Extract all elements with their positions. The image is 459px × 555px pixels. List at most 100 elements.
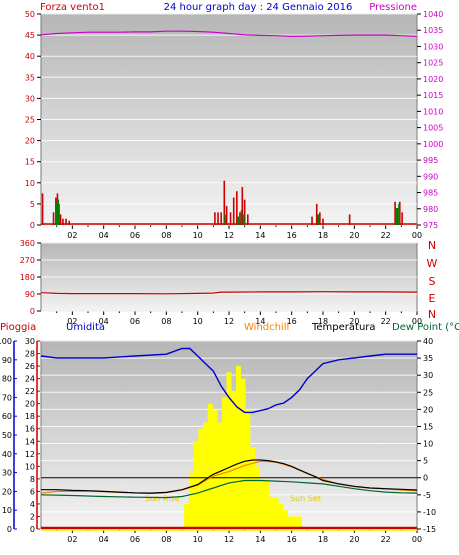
dir-letter-w: W [427,257,438,270]
pressure-line [40,30,418,38]
rain-y-tick-label: 8 [30,475,35,484]
pressure-y-tick-label: 1005 [423,124,443,133]
pressure-y-tick-label: 1000 [423,140,443,149]
sunshine-bar [268,497,274,529]
wind-bar [319,212,321,225]
sun-set-label: Sun Set [290,494,321,503]
wind-y-tick-label: 40 [25,52,35,61]
pressure-y-tick-label: 985 [423,189,438,198]
pressure-label: Pressione [369,2,417,13]
rain-y-tick-label: 16 [25,425,35,434]
pressure-y-tick-label: 1030 [423,42,443,51]
wind-bar [52,212,55,225]
temp-y-tick-label: 10 [423,440,433,449]
sunshine-bar [254,466,260,529]
x-tick-label-bot: 00 [412,535,422,544]
x-tick-label-top: 00 [412,231,422,240]
wind-bar [229,212,232,225]
x-tick-label-bot: 02 [67,535,77,544]
temp-y-tick-label: 40 [423,337,433,346]
gust-bar [237,216,240,225]
rain-y-tick-label: 2 [30,512,35,521]
sunshine-bar [245,409,251,529]
temp-y-tick-label: -5 [423,491,431,500]
gust-bar [224,214,226,225]
sunshine-bar [221,397,227,529]
wind-bar [241,187,244,225]
wind-bar [232,197,235,225]
graph-title: 24 hour graph day : 24 Gennaio 2016 [164,2,353,13]
dir-letter-s: S [429,275,436,288]
humidity-y-tick-label: 30 [2,469,12,478]
sunshine-bar [250,447,255,529]
dewpoint-line [40,479,418,499]
direction-y-tick-label: 0 [30,307,35,316]
humidity-y-tick-label: 40 [2,450,12,459]
pressure-y-tick-label: 1040 [423,10,443,19]
x-tick-label-bot: 16 [287,535,297,544]
x-tick-label-top: 16 [287,231,297,240]
x-tick-label-top: 14 [255,231,265,240]
wind-bar [247,214,249,225]
gust-bar [243,214,245,225]
gust-bar [57,199,60,225]
rain-y-tick-label: 20 [25,400,35,409]
gust-bar [395,208,398,225]
wind-y-tick-label: 45 [25,31,35,40]
wind-bar [220,212,222,225]
x-tick-label-mid: 04 [99,317,109,326]
sunshine-bar [240,378,246,529]
x-tick-label-bot: 20 [349,535,359,544]
pressure-y-tick-label: 1010 [423,107,443,116]
x-tick-label-mid: 12 [224,317,234,326]
temp-y-tick-label: -10 [423,508,436,517]
temp-y-tick-label: -15 [423,525,436,534]
wind-bar [65,218,67,225]
x-tick-label-mid: 14 [255,317,265,326]
sunshine-bar [278,503,284,529]
direction-y-tick-label: 270 [20,256,35,265]
humidity-y-tick-label: 10 [2,506,12,515]
rain-label: Pioggia [0,322,36,333]
humidity-line [40,347,417,414]
humidity-label: Umidita [66,322,105,333]
x-tick-label-top: 08 [161,231,171,240]
x-tick-label-bot: 14 [255,535,265,544]
windchill-label: Windchill [244,322,289,333]
temp-y-tick-label: 20 [423,405,433,414]
temp-y-tick-label: 25 [423,388,433,397]
sun-rise-label: Sun Rise [145,494,180,503]
x-tick-label-mid: 20 [349,317,359,326]
pressure-y-tick-label: 980 [423,205,438,214]
wind-y-tick-label: 0 [30,221,35,230]
x-tick-label-bot: 10 [193,535,203,544]
temp-y-tick-label: 0 [423,474,428,483]
sunshine-bar [287,516,293,529]
temperature-label: Temperatura [311,322,376,333]
wind-bar [223,180,226,225]
x-tick-label-mid: 06 [130,317,140,326]
sunshine-bar [264,478,270,529]
rain-y-tick-label: 6 [30,487,35,496]
gust-bar [398,203,400,225]
pressure-y-tick-label: 995 [423,156,438,165]
humidity-y-tick-label: 20 [2,487,12,496]
direction-y-tick-label: 90 [25,290,35,299]
sunshine-bar [273,497,279,529]
pressure-y-tick-label: 1020 [423,75,443,84]
wind-y-tick-label: 30 [25,94,35,103]
temperature-line [41,459,418,494]
sunshine-bar [297,516,302,529]
wind-bar [59,214,62,225]
wind-bar [217,212,219,225]
temp-y-tick-label: 30 [423,371,433,380]
wind-bar [401,212,403,225]
x-tick-label-mid: 02 [67,317,77,326]
rain-y-tick-label: 0 [30,525,35,534]
rain-y-tick-label: 4 [30,500,35,509]
wind-bar [62,218,64,225]
x-tick-label-top: 22 [381,231,391,240]
x-tick-label-bot: 08 [161,535,171,544]
temp-y-tick-label: 15 [423,422,433,431]
gust-bar [240,210,243,225]
